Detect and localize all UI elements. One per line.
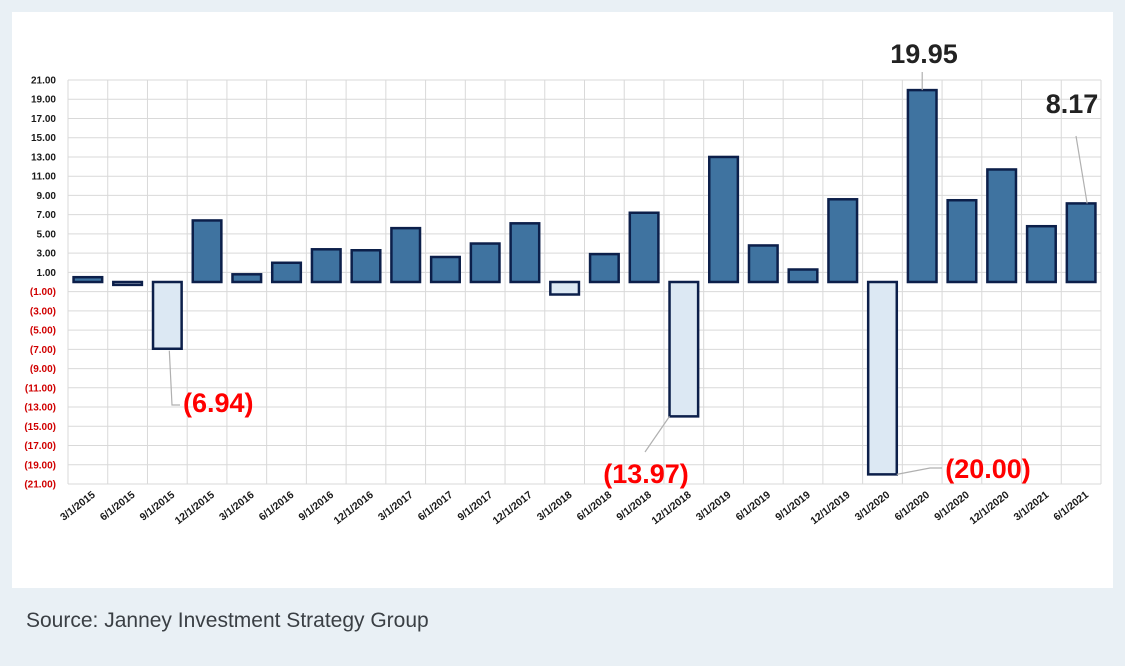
bar [906, 88, 938, 284]
y-tick-label: 13.00 [31, 152, 56, 163]
bar [509, 222, 541, 284]
x-tick-label: 9/1/2017 [455, 489, 495, 524]
y-tick-label: (13.00) [24, 403, 56, 414]
annotations: (6.94) (13.97) (20.00) 19.95 8.17 [168, 39, 1099, 489]
x-tick-label: 3/1/2018 [535, 489, 575, 524]
y-tick-label: 1.00 [37, 268, 57, 279]
bar [350, 249, 382, 284]
bar [429, 255, 461, 284]
bar [112, 280, 144, 287]
data-callout-label: (6.94) [183, 388, 254, 418]
x-tick-label: 9/1/2018 [614, 489, 654, 524]
x-tick-label: 6/1/2019 [734, 489, 774, 524]
data-callout-label: 19.95 [890, 39, 958, 69]
leader-line [896, 467, 942, 475]
y-tick-label: (21.00) [24, 480, 56, 491]
y-tick-label: 17.00 [31, 114, 56, 125]
leader-line [644, 416, 671, 453]
gridlines [67, 79, 1102, 485]
x-tick-label: 9/1/2016 [296, 489, 336, 524]
x-tick-label: 6/1/2020 [892, 489, 932, 524]
x-tick-label: 3/1/2019 [694, 489, 734, 524]
x-tick-label: 9/1/2015 [138, 489, 178, 524]
x-tick-label: 6/1/2016 [257, 489, 297, 524]
bar [866, 280, 899, 476]
y-tick-label: 5.00 [37, 229, 57, 240]
bar [946, 198, 978, 284]
bar [787, 268, 819, 284]
y-tick-label: 15.00 [31, 133, 56, 144]
x-tick-label: 12/1/2015 [173, 489, 217, 527]
data-callout-label: (13.97) [603, 459, 689, 489]
x-tick-label: 6/1/2015 [98, 489, 138, 524]
y-tick-label: 7.00 [37, 210, 57, 221]
x-tick-label: 6/1/2017 [416, 489, 456, 524]
bar [588, 252, 620, 284]
bar [390, 226, 422, 284]
y-tick-label: (3.00) [30, 306, 56, 317]
x-tick-label: 3/1/2021 [1012, 489, 1052, 524]
x-tick-label: 12/1/2018 [649, 489, 693, 527]
source-caption: Source: Janney Investment Strategy Group [26, 609, 429, 632]
x-tick-label: 12/1/2019 [808, 489, 852, 527]
x-tick-label: 3/1/2016 [217, 489, 257, 524]
bar [1065, 202, 1097, 284]
bar [708, 155, 740, 284]
x-tick-label: 6/1/2021 [1051, 489, 1091, 524]
bar [747, 244, 779, 284]
x-tick-label: 9/1/2019 [773, 489, 813, 524]
bars [72, 88, 1097, 476]
y-tick-label: 3.00 [37, 249, 57, 260]
bar [628, 211, 660, 284]
x-tick-label: 9/1/2020 [932, 489, 972, 524]
y-tick-label: 21.00 [31, 76, 56, 87]
y-axis: 21.00 19.00 17.00 15.00 13.00 11.00 9.00 7.00 5.… [24, 76, 56, 491]
bar [549, 280, 581, 296]
y-tick-label: (5.00) [30, 326, 56, 337]
y-tick-label: (19.00) [24, 460, 56, 471]
x-tick-label: 6/1/2018 [575, 489, 615, 524]
bar [469, 242, 501, 284]
y-tick-label: (9.00) [30, 364, 56, 375]
x-tick-label: 3/1/2020 [853, 489, 893, 524]
bar [986, 168, 1018, 284]
bar [1025, 224, 1057, 284]
bar-chart: 21.00 19.00 17.00 15.00 13.00 11.00 9.00 7.00 5.… [24, 39, 1102, 527]
bar [668, 280, 700, 418]
bar [310, 248, 342, 284]
bar [151, 280, 183, 351]
data-callout-label: (20.00) [945, 454, 1031, 484]
bar [827, 198, 859, 284]
y-tick-label: (11.00) [25, 383, 56, 394]
data-callout-label: 8.17 [1046, 89, 1099, 119]
leader-line [1075, 135, 1088, 204]
x-tick-label: 12/1/2016 [332, 489, 376, 527]
bar [72, 275, 104, 284]
bar [191, 219, 223, 284]
x-tick-label: 12/1/2020 [967, 489, 1011, 527]
y-tick-label: 9.00 [37, 191, 57, 202]
x-tick-label: 12/1/2017 [491, 489, 535, 527]
bar [270, 261, 303, 284]
y-tick-label: (15.00) [24, 422, 56, 433]
y-tick-label: (17.00) [24, 441, 56, 452]
y-tick-label: 11.00 [32, 172, 57, 183]
x-tick-label: 3/1/2017 [376, 489, 416, 524]
x-tick-label: 3/1/2015 [58, 489, 98, 524]
y-tick-label: (7.00) [30, 345, 56, 356]
bar [231, 273, 263, 284]
y-tick-label: (1.00) [30, 287, 56, 298]
leader-line [168, 350, 180, 406]
y-tick-label: 19.00 [31, 95, 56, 106]
